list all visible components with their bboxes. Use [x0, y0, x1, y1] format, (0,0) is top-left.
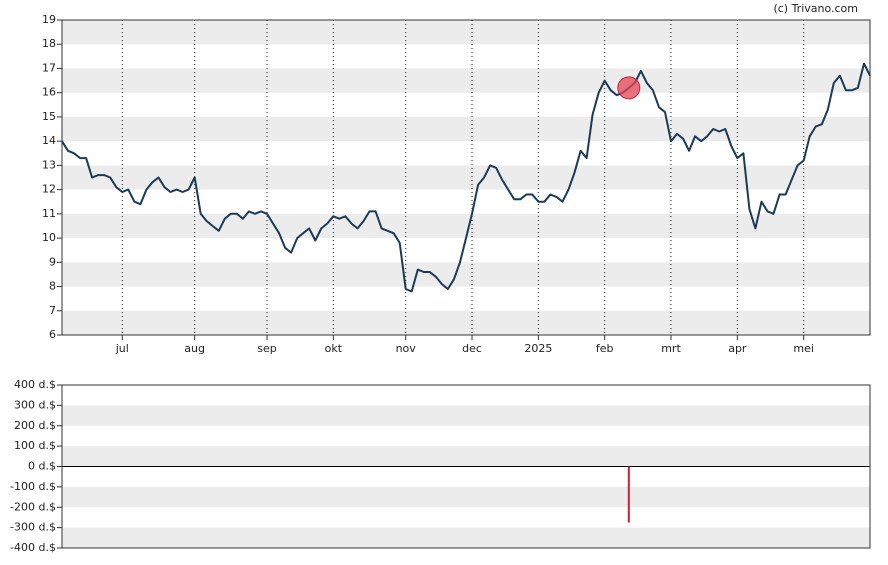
- y-tick-label: -300 d.$: [10, 521, 56, 534]
- y-tick-label: 7: [49, 304, 56, 317]
- grid-band: [62, 165, 870, 190]
- y-tick-label: 19: [42, 13, 56, 26]
- y-tick-label: 9: [49, 255, 56, 268]
- x-tick-label: 2025: [524, 342, 552, 355]
- y-tick-label: 14: [42, 134, 56, 147]
- grid-band: [62, 527, 870, 548]
- y-tick-label: -400 d.$: [10, 541, 56, 554]
- x-tick-label: sep: [257, 342, 276, 355]
- y-tick-label: 10: [42, 231, 56, 244]
- y-tick-label: 400 d.$: [14, 378, 56, 391]
- y-tick-label: 11: [42, 207, 56, 220]
- y-tick-label: 17: [42, 61, 56, 74]
- y-tick-label: 13: [42, 158, 56, 171]
- grid-band: [62, 20, 870, 45]
- x-tick-label: apr: [728, 342, 747, 355]
- x-tick-label: dec: [462, 342, 482, 355]
- y-tick-label: 300 d.$: [14, 398, 56, 411]
- x-tick-label: jul: [115, 342, 129, 355]
- credit: (c) Trivano.com: [773, 2, 858, 15]
- x-tick-label: feb: [596, 342, 614, 355]
- event-marker: [617, 76, 641, 100]
- y-tick-label: 18: [42, 37, 56, 50]
- y-tick-label: 16: [42, 86, 56, 99]
- grid-band: [62, 262, 870, 287]
- bar: [627, 466, 630, 523]
- x-tick-label: mei: [793, 342, 814, 355]
- grid-band: [62, 116, 870, 142]
- x-tick-label: nov: [396, 342, 417, 355]
- y-tick-label: -100 d.$: [10, 480, 56, 493]
- y-tick-label: 200 d.$: [14, 419, 56, 432]
- plot-frame: [61, 19, 871, 336]
- y-tick-label: 15: [42, 110, 56, 123]
- y-tick-label: -200 d.$: [10, 500, 56, 513]
- y-tick-label: 12: [42, 183, 56, 196]
- grid-band: [62, 486, 870, 508]
- grid-band: [62, 446, 870, 467]
- plot-frame: [61, 384, 871, 549]
- y-tick-label: 100 d.$: [14, 439, 56, 452]
- grid-band: [62, 68, 870, 93]
- y-tick-label: 8: [49, 280, 56, 293]
- grid-band: [62, 405, 870, 426]
- x-tick-label: mrt: [661, 342, 681, 355]
- y-tick-label: 6: [49, 328, 56, 341]
- grid-band: [62, 310, 870, 335]
- price-line: [61, 62, 871, 293]
- y-tick-label: 0 d.$: [28, 460, 56, 473]
- x-tick-label: aug: [184, 342, 205, 355]
- x-tick-label: okt: [325, 342, 343, 355]
